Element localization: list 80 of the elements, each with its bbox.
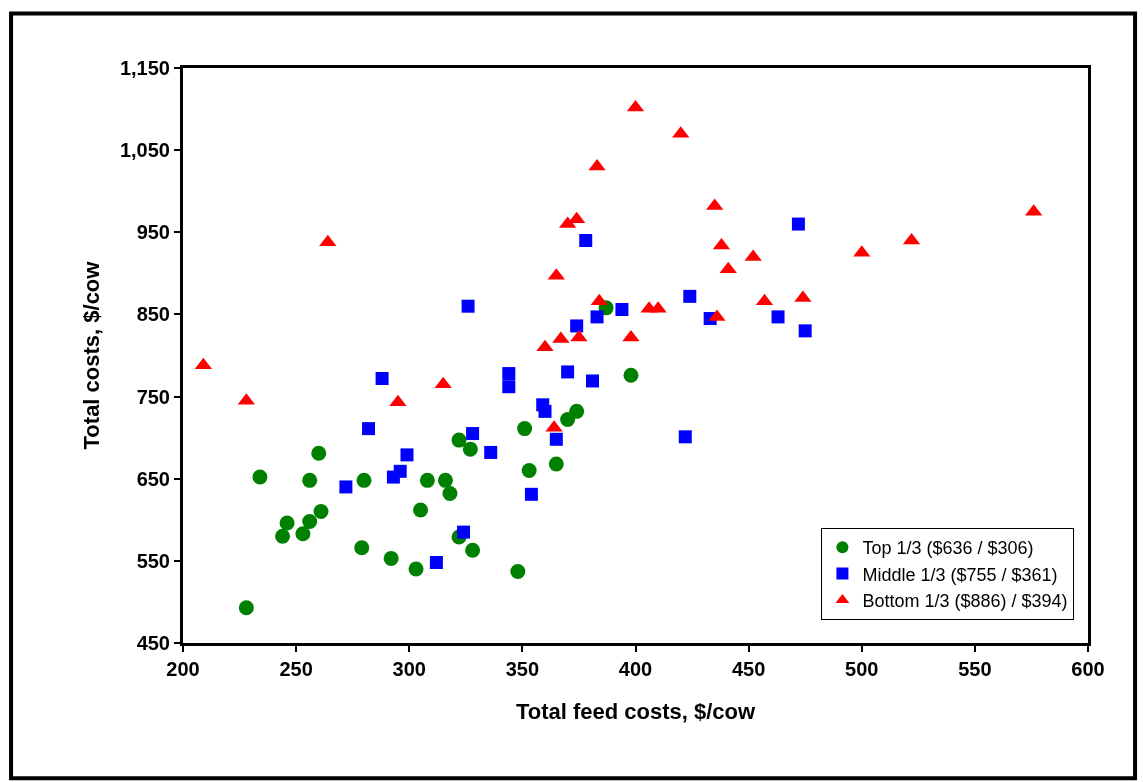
legend-label: Bottom 1/3 ($886) / $394) bbox=[862, 591, 1068, 612]
y-tick-label: 1,150 bbox=[119, 57, 170, 79]
point bbox=[579, 234, 593, 247]
point bbox=[252, 469, 268, 485]
x-tick-label: 400 bbox=[618, 658, 653, 680]
point bbox=[560, 412, 576, 428]
point bbox=[413, 502, 429, 518]
point bbox=[570, 319, 584, 333]
legend-label: Middle 1/3 ($755 / $361) bbox=[862, 564, 1058, 585]
x-tick-label: 300 bbox=[392, 658, 426, 680]
point bbox=[623, 367, 639, 383]
point bbox=[521, 463, 537, 478]
point bbox=[461, 299, 475, 313]
point bbox=[465, 542, 481, 558]
point bbox=[451, 432, 467, 448]
point bbox=[442, 486, 458, 501]
point bbox=[238, 600, 254, 616]
point bbox=[570, 329, 588, 342]
x-tick-label: 500 bbox=[845, 658, 879, 680]
point bbox=[548, 456, 564, 472]
point bbox=[771, 310, 785, 324]
y-tick-label: 750 bbox=[136, 385, 170, 408]
point bbox=[339, 480, 353, 494]
y-tick-label: 950 bbox=[136, 221, 170, 244]
point bbox=[466, 427, 480, 441]
y-tick-label: 550 bbox=[136, 549, 170, 572]
point bbox=[549, 432, 563, 446]
x-tick-label: 550 bbox=[958, 658, 992, 680]
point bbox=[419, 472, 435, 488]
x-tick-label: 350 bbox=[505, 658, 540, 680]
point bbox=[517, 421, 533, 437]
point bbox=[622, 329, 640, 342]
y-tick-label: 450 bbox=[136, 632, 170, 654]
point bbox=[457, 525, 471, 539]
point bbox=[354, 540, 370, 556]
point bbox=[429, 556, 443, 569]
point bbox=[538, 404, 552, 418]
y-tick-label: 650 bbox=[136, 467, 170, 490]
point bbox=[615, 303, 629, 316]
point bbox=[678, 430, 692, 444]
point bbox=[311, 445, 327, 461]
point bbox=[375, 372, 389, 385]
point bbox=[569, 403, 585, 419]
point bbox=[302, 472, 318, 488]
point bbox=[590, 293, 608, 306]
point bbox=[389, 394, 407, 407]
point bbox=[798, 324, 812, 338]
point bbox=[362, 422, 376, 436]
x-tick-label: 200 bbox=[166, 658, 200, 680]
point bbox=[683, 289, 697, 303]
x-axis-title: Total feed costs, $/cow bbox=[515, 698, 756, 724]
x-tick-label: 450 bbox=[731, 658, 766, 680]
point bbox=[524, 487, 538, 501]
point bbox=[313, 504, 329, 520]
x-tick-label: 600 bbox=[1071, 658, 1105, 680]
point bbox=[586, 374, 600, 388]
point bbox=[791, 217, 805, 231]
point bbox=[561, 365, 575, 379]
point bbox=[536, 339, 554, 352]
point bbox=[502, 367, 516, 381]
point bbox=[462, 441, 478, 457]
point bbox=[437, 472, 453, 488]
point bbox=[510, 564, 526, 580]
point bbox=[502, 380, 516, 394]
y-axis-title: Total costs, $/cow bbox=[78, 260, 104, 450]
point bbox=[356, 472, 372, 488]
legend-label: Top 1/3 ($636 / $306) bbox=[862, 538, 1034, 559]
point bbox=[275, 528, 291, 544]
point bbox=[279, 515, 295, 531]
point bbox=[408, 561, 424, 577]
point bbox=[393, 464, 407, 478]
y-tick-label: 850 bbox=[136, 303, 170, 326]
y-tick-label: 1,050 bbox=[119, 139, 170, 162]
point bbox=[383, 550, 399, 566]
point bbox=[295, 526, 311, 542]
point bbox=[590, 310, 604, 324]
x-tick-label: 250 bbox=[279, 658, 313, 680]
point bbox=[484, 445, 498, 459]
point bbox=[400, 448, 414, 462]
point bbox=[302, 513, 318, 529]
